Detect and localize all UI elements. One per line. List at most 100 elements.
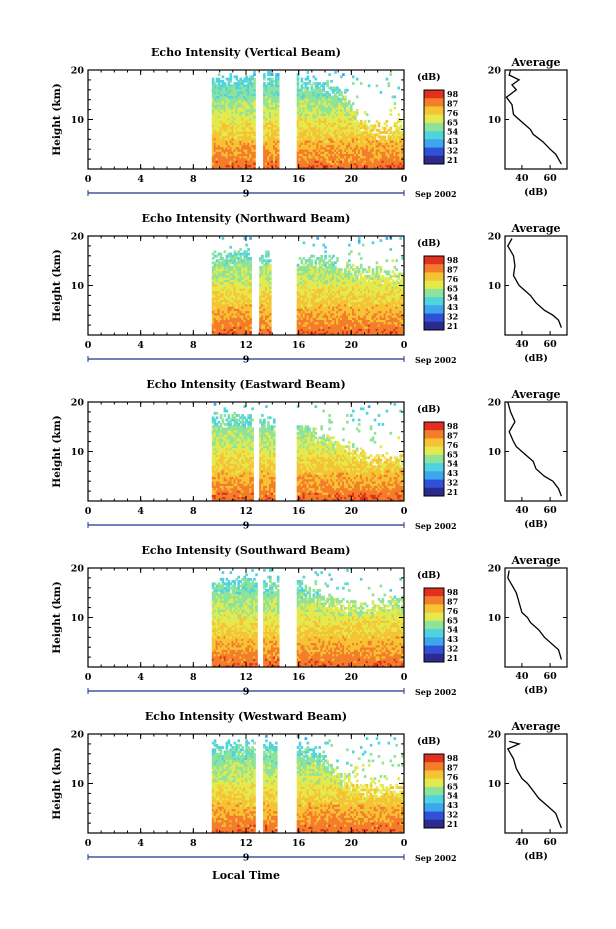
heatmap-cell bbox=[217, 252, 221, 256]
heatmap-cell bbox=[233, 272, 237, 276]
heatmap-cell bbox=[241, 303, 244, 307]
heatmap-cell bbox=[223, 142, 227, 146]
heatmap-cell bbox=[357, 303, 361, 307]
heatmap-cell bbox=[237, 292, 240, 296]
heatmap-cell bbox=[302, 97, 306, 101]
heatmap-cell bbox=[271, 79, 274, 83]
heatmap-cell bbox=[243, 292, 246, 296]
heatmap-cell bbox=[249, 310, 252, 314]
heatmap-cell bbox=[314, 303, 318, 307]
heatmap-cell bbox=[332, 146, 335, 150]
heatmap-cell bbox=[247, 84, 250, 88]
heatmap-cell bbox=[227, 317, 231, 320]
heatmap-cell bbox=[302, 93, 306, 97]
heatmap-cell bbox=[379, 151, 383, 154]
heatmap-cell bbox=[231, 326, 235, 329]
heatmap-cell bbox=[225, 283, 229, 287]
heatmap-cell bbox=[215, 310, 219, 314]
heatmap-cell bbox=[328, 274, 331, 278]
heatmap-cell bbox=[336, 286, 339, 289]
heatmap-cell bbox=[243, 237, 246, 240]
heatmap-cell bbox=[263, 104, 266, 108]
heatmap-cell bbox=[330, 297, 333, 300]
heatmap-cell bbox=[312, 155, 316, 159]
heatmap-cell bbox=[235, 106, 239, 110]
heatmap-cell bbox=[318, 124, 321, 128]
heatmap-cell bbox=[336, 122, 339, 125]
heatmap-cell bbox=[354, 135, 357, 139]
heatmap-cell bbox=[300, 308, 304, 312]
heatmap-cell bbox=[342, 166, 345, 169]
heatmap-cell bbox=[340, 142, 343, 146]
heatmap-cell bbox=[399, 135, 402, 139]
heatmap-cell bbox=[225, 268, 229, 271]
heatmap-cell bbox=[310, 294, 314, 298]
heatmap-cell bbox=[245, 104, 248, 108]
heatmap-cell bbox=[322, 126, 325, 130]
heatmap-cell bbox=[275, 108, 278, 112]
heatmap-cell bbox=[332, 312, 335, 316]
heatmap-cell bbox=[211, 155, 215, 159]
heatmap-cell bbox=[245, 252, 248, 256]
heatmap-cell bbox=[330, 126, 333, 130]
heatmap-cell bbox=[306, 272, 310, 276]
heatmap-cell bbox=[271, 124, 274, 128]
heatmap-cell bbox=[211, 323, 215, 327]
heatmap-cell bbox=[352, 162, 355, 166]
heatmap-cell bbox=[237, 137, 240, 141]
heatmap-cell bbox=[314, 155, 318, 159]
heatmap-cell bbox=[296, 149, 300, 152]
heatmap-cell bbox=[231, 274, 235, 278]
heatmap-cell bbox=[308, 102, 312, 105]
heatmap-cell bbox=[336, 326, 339, 329]
heatmap-cell bbox=[359, 288, 363, 291]
heatmap-cell bbox=[227, 294, 231, 298]
heatmap-cell bbox=[241, 294, 244, 298]
heatmap-cell bbox=[308, 93, 312, 97]
heatmap-cell bbox=[225, 288, 229, 291]
heatmap-cell bbox=[363, 328, 367, 332]
heatmap-cell bbox=[217, 290, 221, 294]
heatmap-cell bbox=[211, 326, 215, 329]
heatmap-cell bbox=[269, 113, 272, 117]
heatmap-cell bbox=[328, 254, 331, 258]
heatmap-cell bbox=[304, 308, 308, 312]
heatmap-cell bbox=[296, 133, 300, 137]
heatmap-cell bbox=[348, 297, 351, 300]
heatmap-cell bbox=[213, 288, 217, 291]
heatmap-cell bbox=[227, 137, 231, 141]
heatmap-cell bbox=[243, 160, 246, 163]
heatmap-cell bbox=[249, 277, 252, 280]
heatmap-cell bbox=[239, 283, 242, 287]
heatmap-cell bbox=[241, 84, 244, 88]
heatmap-cell bbox=[344, 315, 347, 318]
heatmap-cell bbox=[267, 274, 270, 278]
heatmap-cell bbox=[361, 131, 365, 134]
heatmap-cell bbox=[342, 290, 345, 294]
heatmap-cell bbox=[302, 330, 306, 334]
heatmap-cell bbox=[387, 149, 391, 152]
heatmap-cell bbox=[332, 86, 335, 90]
heatmap-cell bbox=[239, 79, 242, 83]
heatmap-cell bbox=[247, 303, 250, 307]
heatmap-cell bbox=[357, 319, 361, 323]
heatmap-cell bbox=[352, 301, 355, 305]
heatmap-cell bbox=[219, 263, 223, 267]
heatmap-cell bbox=[217, 306, 221, 309]
heatmap-cell bbox=[263, 102, 266, 105]
heatmap-cell bbox=[401, 151, 404, 154]
heatmap-cell bbox=[231, 288, 235, 291]
heatmap-cell bbox=[269, 315, 272, 318]
heatmap-cell bbox=[263, 297, 266, 300]
heatmap-cell bbox=[275, 84, 278, 88]
heatmap-cell bbox=[312, 299, 316, 303]
heatmap-cell bbox=[354, 272, 357, 276]
heatmap-cell bbox=[314, 319, 318, 323]
heatmap-cell bbox=[251, 111, 254, 114]
heatmap-cell bbox=[357, 272, 361, 276]
heatmap-cell bbox=[354, 312, 357, 316]
heatmap-cell bbox=[322, 279, 325, 283]
day-marker: 9 bbox=[243, 189, 250, 200]
heatmap-cell bbox=[328, 303, 331, 307]
heatmap-cell bbox=[330, 277, 333, 280]
